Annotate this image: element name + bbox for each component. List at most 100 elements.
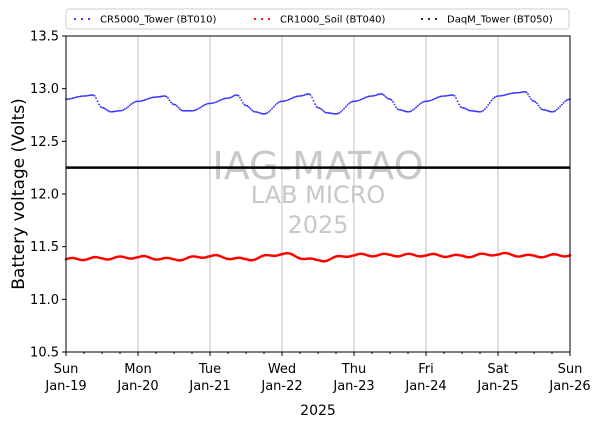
y-axis: 10.5 11.0 11.5 12.0 12.5 13.0 13.5 bbox=[30, 30, 66, 361]
data-point bbox=[286, 99, 288, 102]
data-point bbox=[392, 100, 394, 103]
data-point bbox=[449, 94, 451, 97]
data-point bbox=[218, 99, 221, 102]
data-point bbox=[503, 94, 506, 97]
data-point bbox=[508, 92, 511, 95]
data-point bbox=[274, 104, 277, 106]
data-point bbox=[335, 113, 337, 115]
data-point bbox=[453, 94, 456, 97]
y-tick-label: 12.0 bbox=[30, 188, 59, 203]
data-point bbox=[511, 92, 514, 95]
data-point bbox=[480, 110, 483, 113]
data-point bbox=[107, 109, 109, 112]
data-point bbox=[380, 93, 382, 95]
data-point bbox=[564, 100, 566, 103]
data-point bbox=[110, 110, 112, 113]
data-point bbox=[495, 95, 498, 98]
data-point bbox=[192, 109, 195, 112]
data-point bbox=[395, 106, 397, 108]
data-point bbox=[143, 99, 146, 101]
data-point bbox=[98, 103, 100, 106]
x-tick-date: Jan-19 bbox=[44, 379, 86, 394]
data-point bbox=[142, 99, 144, 102]
data-point bbox=[353, 100, 355, 103]
data-point bbox=[479, 110, 481, 113]
data-point bbox=[522, 91, 525, 93]
data-point bbox=[452, 94, 454, 96]
data-point bbox=[516, 91, 519, 94]
data-point bbox=[433, 98, 436, 100]
data-point bbox=[277, 101, 280, 104]
y-tick-label: 10.5 bbox=[30, 346, 59, 361]
data-point bbox=[281, 100, 283, 103]
legend-marker bbox=[420, 17, 424, 21]
data-point bbox=[338, 112, 341, 114]
data-point bbox=[482, 109, 485, 112]
data-point bbox=[234, 94, 237, 97]
data-point bbox=[515, 91, 517, 94]
data-point bbox=[162, 95, 165, 98]
data-point bbox=[252, 110, 255, 113]
data-point bbox=[73, 96, 76, 99]
data-point bbox=[549, 110, 552, 113]
data-point bbox=[202, 104, 205, 107]
data-point bbox=[404, 110, 406, 113]
data-point bbox=[299, 95, 301, 97]
data-point bbox=[179, 108, 181, 111]
data-point bbox=[497, 95, 499, 97]
data-point bbox=[317, 106, 319, 109]
data-point bbox=[470, 109, 472, 112]
data-point bbox=[155, 96, 157, 98]
data-point bbox=[282, 100, 285, 103]
data-point bbox=[246, 105, 249, 107]
data-point bbox=[140, 100, 143, 102]
data-point bbox=[194, 109, 197, 112]
data-point bbox=[459, 105, 462, 108]
legend-marker bbox=[427, 17, 431, 21]
data-point bbox=[148, 97, 151, 100]
data-point bbox=[423, 100, 426, 103]
data-point bbox=[243, 103, 246, 106]
data-point bbox=[386, 96, 388, 99]
data-point bbox=[407, 110, 409, 113]
data-point bbox=[292, 96, 295, 99]
data-point bbox=[333, 112, 336, 115]
data-point bbox=[377, 93, 379, 96]
data-point bbox=[249, 107, 252, 110]
data-point bbox=[450, 94, 453, 96]
x-tick-day: Sun bbox=[54, 362, 79, 377]
data-point bbox=[358, 99, 360, 102]
legend-label: CR5000_Tower (BT010) bbox=[100, 15, 216, 26]
watermark: IAG-MATAO LAB MICRO 2025 bbox=[212, 144, 423, 239]
data-point bbox=[90, 94, 93, 96]
data-point bbox=[439, 95, 442, 98]
data-point bbox=[258, 111, 261, 114]
y-tick-label: 13.0 bbox=[30, 82, 59, 97]
data-point bbox=[236, 94, 238, 96]
series-layer bbox=[64, 90, 572, 263]
data-point bbox=[168, 99, 171, 102]
data-point bbox=[119, 109, 121, 112]
data-point bbox=[348, 102, 350, 105]
data-point bbox=[170, 101, 172, 104]
y-axis-title: Battery voltage (Volts) bbox=[9, 98, 29, 289]
data-point bbox=[336, 112, 339, 115]
data-point bbox=[284, 99, 287, 102]
data-point bbox=[114, 110, 117, 113]
vertical-grid bbox=[137, 36, 499, 352]
data-point bbox=[113, 110, 115, 113]
legend-label: CR1000_Soil (BT040) bbox=[280, 15, 386, 26]
data-point bbox=[79, 95, 82, 98]
x-tick-date: Jan-22 bbox=[260, 379, 302, 394]
data-point bbox=[384, 95, 387, 98]
data-point bbox=[268, 110, 270, 113]
data-point bbox=[133, 101, 136, 103]
data-point bbox=[297, 95, 300, 98]
data-point bbox=[500, 94, 503, 97]
data-point bbox=[351, 100, 354, 103]
y-tick-label: 12.5 bbox=[30, 135, 59, 150]
data-point bbox=[361, 98, 364, 100]
x-tick-date: Jan-20 bbox=[116, 379, 158, 394]
data-point bbox=[191, 109, 193, 112]
data-point bbox=[186, 109, 189, 112]
